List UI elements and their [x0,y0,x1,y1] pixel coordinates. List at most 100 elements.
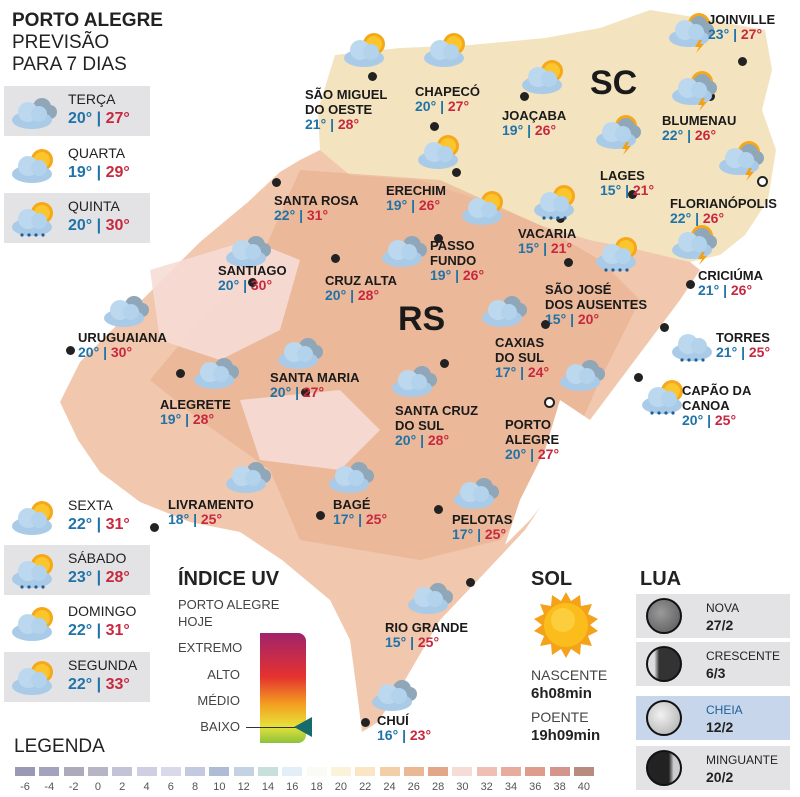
temp-max: 28° [105,569,130,586]
temp-max: 27° [105,110,130,127]
city-marker [686,280,695,289]
uv-level-alto: ALTO [207,667,240,682]
city-marker [440,359,449,368]
new-moon-icon [646,598,682,634]
city-temps: 20° | 28° [395,432,450,448]
sunset-label: POENTE [531,709,589,725]
temp-max: 28° [192,411,215,427]
city-lages: LAGES 15° | 21° [600,168,654,198]
city-pelotas: PELOTAS 17° | 25° [452,512,512,542]
legend-swatch [573,767,594,776]
sun-rain-icon [530,180,580,220]
city-marker [544,397,555,408]
city-name: PELOTAS [452,512,513,527]
legend-value: 30 [456,781,469,793]
sun-icon [534,592,598,658]
temp-max: 25° [417,634,440,650]
city-rio-grande: RIO GRANDE 15° | 25° [385,620,468,650]
temp-min: 22° [274,207,296,223]
legend-value: 24 [383,781,396,793]
legend-value: 2 [119,781,126,793]
temp-max: 28° [427,432,450,448]
city-erechim: ERECHIM 19° | 26° [386,183,446,213]
cloudy-icon [378,228,428,268]
city-s-o-jos-: SÃO JOSÉ DOS AUSENTES 15° | 20° [545,282,647,327]
city-passo: PASSO FUNDO 19° | 26° [430,238,484,283]
city-name-2: DO OESTE [305,102,373,117]
temp-max: 21° [550,240,573,256]
storm-icon [592,110,642,155]
sun-cloud-icon [8,656,62,698]
city-name: PASSO [430,238,475,253]
temp-min: 22° [68,516,93,533]
city-name: ALEGRETE [160,397,231,412]
city-temps: 17° | 24° [495,364,550,380]
temp-min: 17° [495,364,517,380]
storm-icon [665,8,715,53]
city-temps: 23° | 27° [708,26,763,42]
city-santa-maria: SANTA MARIA 20° | 27° [270,370,360,400]
city-name: SANTA MARIA [270,370,360,385]
city-marker [361,718,370,727]
city-name-2: CANOA [682,398,730,413]
moon-phase-nova: NOVA 27/2 [636,594,790,638]
city-florian-polis: FLORIANÓPOLIS 22° | 26° [670,196,777,226]
temp-max: 21° [632,182,655,198]
temp-min: 19° [160,411,182,427]
temp-max: 30° [110,344,133,360]
legend-swatch [112,767,133,776]
city-name: CAPÃO DA [682,383,752,398]
temp-min: 19° [430,267,452,283]
legend-value: 10 [213,781,226,793]
city-torres: TORRES 21° | 25° [716,330,770,360]
city-name: SÃO MIGUEL [305,87,388,102]
city-livramento: LIVRAMENTO 18° | 25° [168,497,254,527]
legend-swatch [525,767,546,776]
city-name: CRICIÚMA [698,268,763,283]
legend-swatch [379,767,400,776]
title-line-3: PARA 7 DIAS [12,54,127,75]
city-cap-o-da: CAPÃO DA CANOA 20° | 25° [682,383,751,428]
city-temps: 19° | 26° [502,122,557,138]
city-name: JOAÇABA [502,108,567,123]
cloudy-icon [222,454,272,494]
legend-swatch [15,767,35,776]
temp-min: 19° [502,122,524,138]
temp-min: 21° [305,116,327,132]
temp-min: 20° [78,344,100,360]
temp-max: 27° [537,446,560,462]
city-marker [248,278,257,287]
sc-state [318,10,776,262]
title-line-1: PORTO ALEGRE [12,10,163,31]
temp-max: 26° [730,282,753,298]
city-marker [541,320,550,329]
day-temps: 22° | 31° [68,516,130,533]
legend-swatch [403,767,424,776]
legend-swatch [258,767,278,776]
moon-phase-date: 20/2 [706,769,734,785]
city-marker [452,168,461,177]
city-cruz-alta: CRUZ ALTA 20° | 28° [325,273,397,303]
city-name: ERECHIM [386,183,446,198]
moon-phase-name: CRESCENTE [706,649,781,663]
city-name: CHAPECÓ [415,84,481,99]
city-name: SÃO JOSÉ [545,282,612,297]
temp-max: 26° [694,127,717,143]
temp-min: 15° [385,634,407,650]
city-temps: 20° | 27° [505,446,560,462]
city-marker [660,323,669,332]
sun-cloud-icon [340,28,390,68]
temp-max: 31° [306,207,329,223]
cloudy-icon [190,350,240,390]
sunset-time: 19h09min [531,727,601,744]
city-bag-: BAGÉ 17° | 25° [333,497,387,527]
temp-min: 20° [682,412,704,428]
city-temps: 22° | 31° [274,207,329,223]
city-name: LIVRAMENTO [168,497,254,512]
sun-rain-icon [592,232,642,272]
temp-min: 20° [415,98,437,114]
city-name: SANTIAGO [218,263,287,278]
city-name: PORTO [505,417,551,432]
city-temps: 16° | 23° [377,727,432,743]
legend-swatch [136,767,157,776]
